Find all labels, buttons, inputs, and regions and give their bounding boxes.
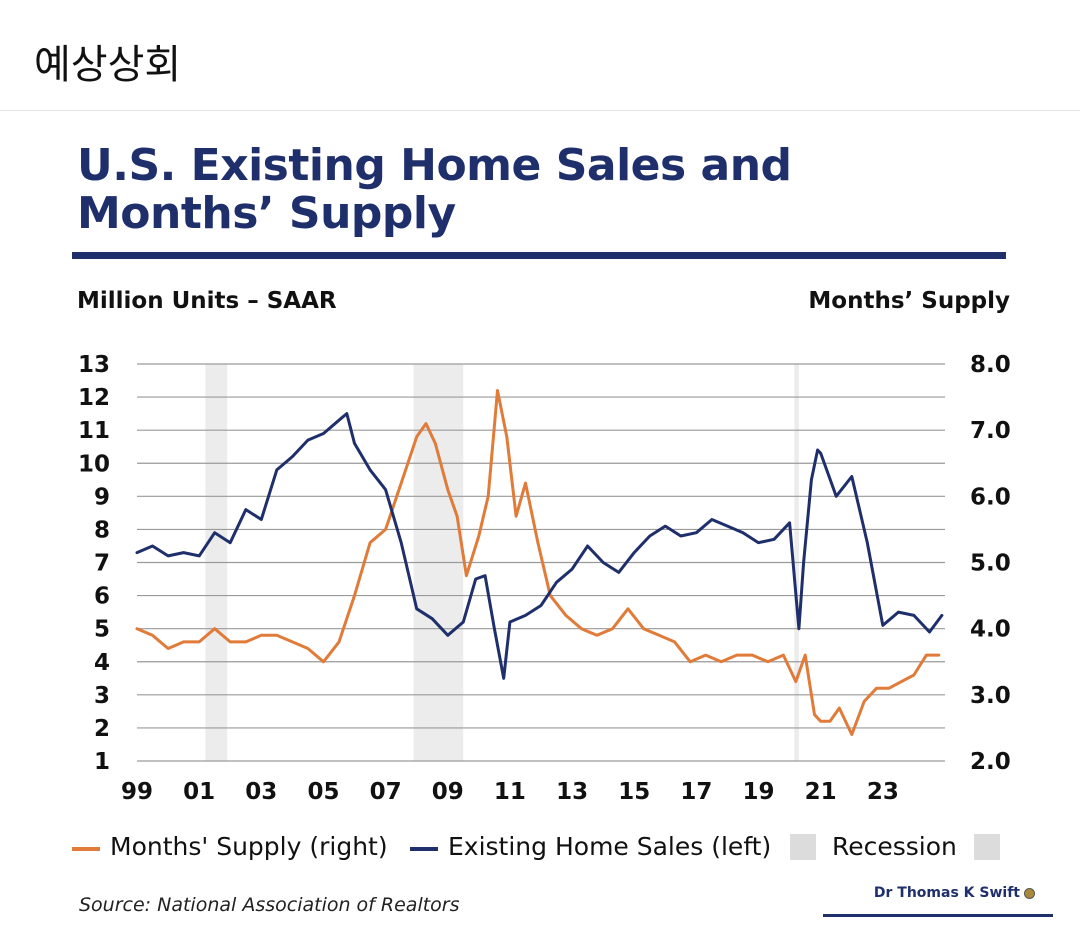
y-right-tick-label: 8.0: [970, 352, 1011, 378]
y-left-tick-label: 3: [94, 683, 110, 709]
caption-text: 예상상회: [34, 42, 182, 88]
y-left-tick-label: 5: [94, 617, 110, 643]
y-left-tick-label: 8: [94, 517, 110, 543]
title-rule: [72, 252, 1006, 259]
months-supply-line: [135, 389, 941, 736]
x-tick-label: 05: [307, 779, 339, 805]
x-tick-label: 17: [680, 779, 712, 805]
x-tick-label: 13: [556, 779, 588, 805]
y-left-tick-label: 6: [94, 584, 110, 610]
legend-label-home-sales: Existing Home Sales (left): [448, 832, 772, 861]
y-left-tick-label: 4: [94, 650, 110, 676]
top-bar: 예상상회: [0, 0, 1080, 111]
legend-swatch-recession-right: [974, 834, 1000, 860]
y-left-tick-label: 1: [94, 749, 110, 775]
x-tick-label: 01: [183, 779, 215, 805]
y-axis-right-label: Months’ Supply: [808, 288, 1010, 314]
gridlines: [137, 363, 945, 762]
y-left-tick-label: 11: [78, 418, 110, 444]
x-tick-label: 11: [494, 779, 526, 805]
author-dot-icon: [1024, 887, 1035, 899]
y-right-tick-label: 2.0: [970, 749, 1011, 775]
y-right-tick-label: 6.0: [970, 484, 1011, 510]
y-left-tick-label: 7: [94, 551, 110, 577]
author-credit: Dr Thomas K Swift: [874, 885, 1035, 901]
y-left-tick-label: 9: [94, 484, 110, 510]
legend-label-recession: Recession: [832, 832, 957, 861]
series-lines: [135, 389, 944, 736]
y-left-tick-label: 2: [94, 716, 110, 742]
x-tick-label: 23: [867, 779, 899, 805]
chart-title: U.S. Existing Home Sales and Months’ Sup…: [77, 140, 792, 239]
y-left-tick-label: 13: [78, 352, 110, 378]
tick-labels: 123456789101112132.03.04.05.06.07.08.099…: [78, 352, 1011, 805]
x-tick-label: 07: [370, 779, 402, 805]
chart-plot: 123456789101112132.03.04.05.06.07.08.099…: [78, 352, 1011, 805]
x-tick-label: 21: [805, 779, 837, 805]
source-note: Source: National Association of Realtors: [79, 894, 460, 916]
x-tick-label: 15: [618, 779, 650, 805]
y-right-tick-label: 4.0: [970, 617, 1011, 643]
y-right-tick-label: 3.0: [970, 683, 1011, 709]
x-tick-label: 09: [432, 779, 464, 805]
y-left-tick-label: 10: [78, 451, 110, 477]
y-right-tick-label: 7.0: [970, 418, 1011, 444]
author-name: Dr Thomas K Swift: [873, 885, 1020, 901]
y-left-tick-label: 12: [78, 385, 110, 411]
legend-label-months-supply: Months' Supply (right): [110, 832, 388, 861]
y-axis-left-label: Million Units – SAAR: [77, 288, 337, 314]
y-right-tick-label: 5.0: [970, 551, 1011, 577]
home-sales-line: [135, 412, 944, 680]
author-rule: [823, 914, 1053, 917]
legend-swatch-recession: [790, 834, 816, 860]
x-tick-label: 03: [245, 779, 277, 805]
legend-swatch-home-sales: [410, 847, 438, 851]
x-tick-label: 99: [121, 779, 153, 805]
legend-swatch-months-supply: [72, 847, 100, 851]
x-tick-label: 19: [743, 779, 775, 805]
